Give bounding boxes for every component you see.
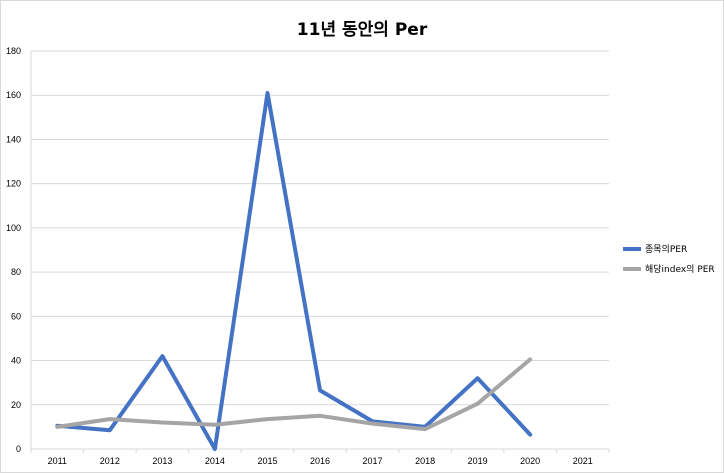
y-tick-label: 60 <box>11 311 21 321</box>
x-tick-label: 2014 <box>205 456 225 466</box>
y-tick-label: 160 <box>6 90 21 100</box>
legend-label-2: 해당index의 PER <box>645 264 715 275</box>
gridlines <box>31 50 609 406</box>
x-tick-label: 2013 <box>152 456 172 466</box>
x-tick-label: 2012 <box>100 456 120 466</box>
series-line-1 <box>55 91 533 451</box>
y-tick-label: 20 <box>11 400 21 410</box>
y-tick-label: 140 <box>6 134 21 144</box>
x-tick-label: 2018 <box>415 456 435 466</box>
y-tick-label: 120 <box>6 179 21 189</box>
x-tick-label: 2011 <box>48 456 67 466</box>
axes: 0 20 40 60 80 100 120 140 160 180 2011 2012 2013 2014… <box>6 46 610 466</box>
y-tick-label: 180 <box>6 46 21 56</box>
x-tick-label: 2019 <box>468 456 488 466</box>
y-tick-label: 100 <box>6 223 21 233</box>
y-tick-label: 80 <box>11 267 21 277</box>
series-lines <box>55 91 533 451</box>
series-line-2 <box>55 357 533 432</box>
x-tick-label: 2015 <box>257 456 277 466</box>
x-tick-label: 2020 <box>520 456 540 466</box>
legend: 종목의PER 해당index의 PER <box>623 244 715 275</box>
x-tick-label: 2016 <box>310 456 330 466</box>
chart-title: 11년 동안의 Per <box>296 20 428 40</box>
x-tick-label: 2017 <box>363 456 383 466</box>
legend-label-1: 종목의PER <box>645 244 687 255</box>
x-tick-label: 2021 <box>573 456 593 466</box>
y-tick-label: 40 <box>11 356 21 366</box>
y-tick-label: 0 <box>16 444 21 454</box>
